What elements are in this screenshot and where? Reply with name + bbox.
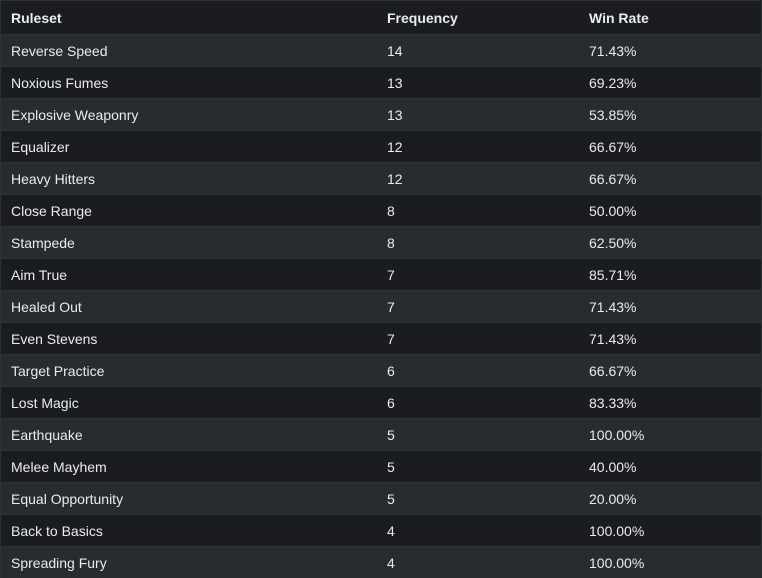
cell-win-rate: 66.67%: [589, 170, 637, 187]
table-row: Target Practice 6 66.67%: [1, 354, 761, 386]
cell-win-rate: 71.43%: [589, 330, 637, 347]
cell-win-rate: 85.71%: [589, 266, 637, 283]
table-row: Even Stevens 7 71.43%: [1, 322, 761, 354]
cell-frequency: 5: [387, 426, 395, 443]
table-row: Close Range 8 50.00%: [1, 194, 761, 226]
cell-frequency: 6: [387, 394, 395, 411]
cell-ruleset: Even Stevens: [11, 330, 98, 347]
cell-win-rate: 100.00%: [589, 554, 645, 571]
cell-frequency: 4: [387, 522, 395, 539]
cell-win-rate: 100.00%: [589, 426, 645, 443]
cell-win-rate: 69.23%: [589, 74, 637, 91]
cell-frequency: 14: [387, 42, 403, 59]
cell-win-rate: 53.85%: [589, 106, 637, 123]
table-row: Back to Basics 4 100.00%: [1, 514, 761, 546]
cell-frequency: 13: [387, 74, 403, 91]
column-header-win-rate[interactable]: Win Rate: [589, 9, 649, 26]
cell-ruleset: Target Practice: [11, 362, 105, 379]
cell-ruleset: Noxious Fumes: [11, 74, 109, 91]
cell-frequency: 5: [387, 458, 395, 475]
table-row: Reverse Speed 14 71.43%: [1, 34, 761, 66]
cell-ruleset: Reverse Speed: [11, 42, 108, 59]
table-row: Lost Magic 6 83.33%: [1, 386, 761, 418]
cell-win-rate: 62.50%: [589, 234, 637, 251]
table-row: Spreading Fury 4 100.00%: [1, 546, 761, 578]
cell-frequency: 13: [387, 106, 403, 123]
cell-frequency: 5: [387, 490, 395, 507]
table-row: Stampede 8 62.50%: [1, 226, 761, 258]
cell-win-rate: 100.00%: [589, 522, 645, 539]
cell-frequency: 12: [387, 138, 403, 155]
cell-ruleset: Back to Basics: [11, 522, 103, 539]
cell-frequency: 6: [387, 362, 395, 379]
table-row: Earthquake 5 100.00%: [1, 418, 761, 450]
cell-ruleset: Explosive Weaponry: [11, 106, 139, 123]
table-row: Equal Opportunity 5 20.00%: [1, 482, 761, 514]
cell-ruleset: Aim True: [11, 266, 68, 283]
cell-frequency: 7: [387, 298, 395, 315]
cell-frequency: 8: [387, 202, 395, 219]
cell-frequency: 7: [387, 266, 395, 283]
cell-win-rate: 71.43%: [589, 298, 637, 315]
cell-win-rate: 20.00%: [589, 490, 637, 507]
cell-frequency: 7: [387, 330, 395, 347]
table-row: Heavy Hitters 12 66.67%: [1, 162, 761, 194]
cell-ruleset: Close Range: [11, 202, 92, 219]
cell-ruleset: Heavy Hitters: [11, 170, 96, 187]
table-header-row: Ruleset Frequency Win Rate: [1, 1, 761, 34]
column-header-frequency[interactable]: Frequency: [387, 9, 458, 26]
table-row: Melee Mayhem 5 40.00%: [1, 450, 761, 482]
cell-ruleset: Stampede: [11, 234, 75, 251]
cell-ruleset: Equal Opportunity: [11, 490, 124, 507]
cell-ruleset: Equalizer: [11, 138, 70, 155]
cell-ruleset: Spreading Fury: [11, 554, 107, 571]
table-row: Healed Out 7 71.43%: [1, 290, 761, 322]
cell-ruleset: Melee Mayhem: [11, 458, 107, 475]
cell-win-rate: 71.43%: [589, 42, 637, 59]
cell-win-rate: 66.67%: [589, 138, 637, 155]
cell-frequency: 12: [387, 170, 403, 187]
cell-win-rate: 66.67%: [589, 362, 637, 379]
cell-ruleset: Lost Magic: [11, 394, 79, 411]
table-row: Aim True 7 85.71%: [1, 258, 761, 290]
table-body: Reverse Speed 14 71.43% Noxious Fumes 13 69.2…: [1, 34, 761, 578]
cell-ruleset: Earthquake: [11, 426, 83, 443]
cell-frequency: 4: [387, 554, 395, 571]
table-row: Noxious Fumes 13 69.23%: [1, 66, 761, 98]
cell-win-rate: 83.33%: [589, 394, 637, 411]
table-row: Explosive Weaponry 13 53.85%: [1, 98, 761, 130]
table-row: Equalizer 12 66.67%: [1, 130, 761, 162]
cell-frequency: 8: [387, 234, 395, 251]
cell-win-rate: 40.00%: [589, 458, 637, 475]
cell-win-rate: 50.00%: [589, 202, 637, 219]
column-header-ruleset[interactable]: Ruleset: [11, 9, 62, 26]
cell-ruleset: Healed Out: [11, 298, 82, 315]
